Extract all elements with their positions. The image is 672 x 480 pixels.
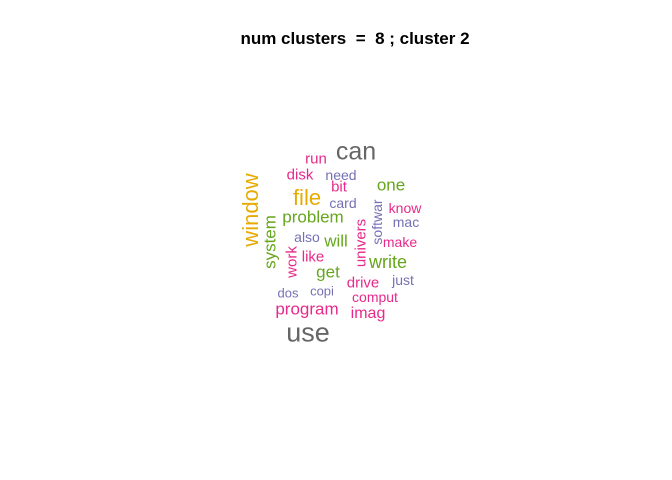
plot-title: num clusters = 8 ; cluster 2 bbox=[240, 29, 470, 48]
word-run: run bbox=[305, 150, 327, 168]
word-program: program bbox=[275, 299, 339, 319]
word-make: make bbox=[382, 234, 418, 250]
word-bit: bit bbox=[331, 178, 347, 196]
word-drive: drive bbox=[346, 274, 380, 292]
word-problem: problem bbox=[282, 207, 344, 227]
word-can: can bbox=[335, 137, 377, 166]
word-disk: disk bbox=[286, 166, 314, 184]
word-know: know bbox=[388, 200, 422, 216]
word-dos: dos bbox=[277, 285, 299, 301]
word-mac: mac bbox=[392, 214, 420, 230]
word-univers: univers bbox=[352, 218, 370, 268]
word-just: just bbox=[392, 272, 414, 288]
word-window: window bbox=[238, 173, 263, 247]
word-imag: imag bbox=[350, 305, 386, 322]
word-use: use bbox=[286, 317, 330, 348]
word-file: file bbox=[292, 185, 322, 210]
word-card: card bbox=[329, 195, 357, 211]
word-write: write bbox=[368, 252, 408, 272]
word-work: work bbox=[283, 246, 301, 278]
word-need: need bbox=[325, 167, 357, 183]
word-copi: copi bbox=[310, 283, 334, 299]
word-will: will bbox=[324, 231, 348, 251]
word-like: like bbox=[301, 248, 325, 266]
word-get: get bbox=[316, 262, 340, 282]
word-also: also bbox=[294, 229, 320, 245]
word-comput: comput bbox=[352, 289, 398, 305]
word-system: system bbox=[260, 215, 280, 269]
word-one: one bbox=[376, 175, 406, 195]
